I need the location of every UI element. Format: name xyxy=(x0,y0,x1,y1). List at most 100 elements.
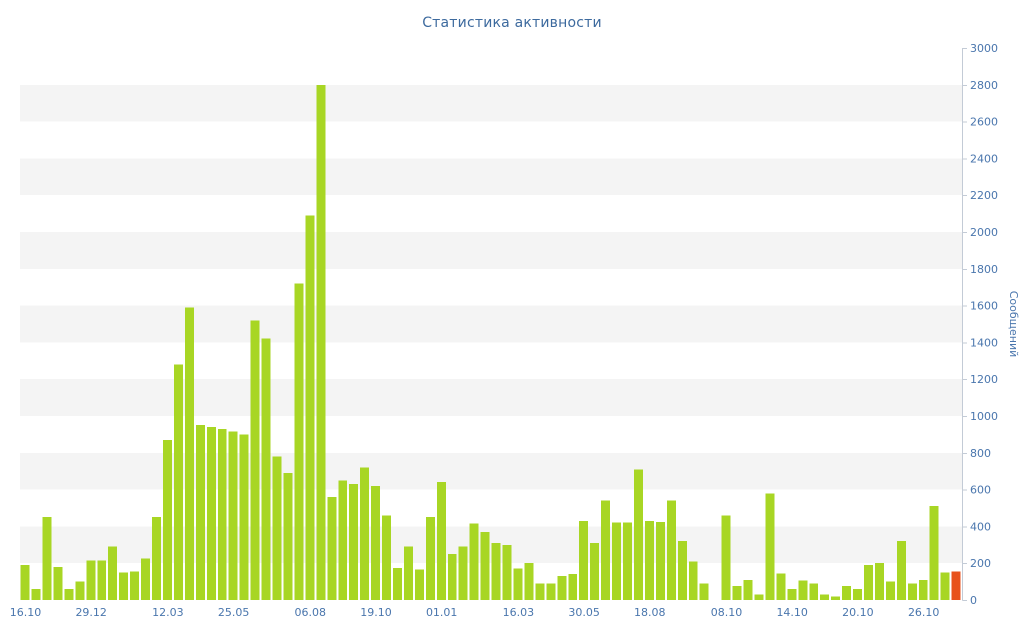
bar[interactable] xyxy=(338,480,348,600)
bar[interactable] xyxy=(754,594,764,600)
bar[interactable] xyxy=(666,500,676,600)
bar[interactable] xyxy=(853,588,863,600)
bar[interactable] xyxy=(152,517,161,600)
bar[interactable] xyxy=(798,580,808,600)
bar[interactable] xyxy=(195,425,205,600)
bar[interactable] xyxy=(239,434,249,600)
x-tick-label: 30.05 xyxy=(568,606,600,619)
bar[interactable] xyxy=(163,439,172,600)
bar[interactable] xyxy=(644,520,654,600)
bar[interactable] xyxy=(874,563,884,600)
bar[interactable] xyxy=(688,561,698,600)
bar[interactable] xyxy=(360,467,370,600)
y-tick-label: 2600 xyxy=(970,116,998,129)
bar[interactable] xyxy=(250,320,260,600)
bar[interactable] xyxy=(130,571,140,600)
grid-stripe xyxy=(20,526,962,564)
bar[interactable] xyxy=(907,583,917,600)
bar[interactable] xyxy=(918,579,928,600)
bar[interactable] xyxy=(53,566,63,600)
bar[interactable] xyxy=(206,427,216,600)
bar[interactable] xyxy=(469,523,479,600)
bar[interactable] xyxy=(173,364,183,600)
bar[interactable] xyxy=(228,431,238,600)
bar[interactable] xyxy=(64,588,74,600)
bar-current-period[interactable] xyxy=(951,571,961,600)
bar[interactable] xyxy=(743,579,753,600)
x-tick-label: 12.03 xyxy=(152,606,184,619)
bar[interactable] xyxy=(382,515,392,600)
bar[interactable] xyxy=(579,520,589,600)
bar[interactable] xyxy=(75,581,85,600)
bar[interactable] xyxy=(612,522,622,600)
bar[interactable] xyxy=(831,596,841,600)
bar[interactable] xyxy=(502,544,512,600)
x-tick-label: 19.10 xyxy=(360,606,392,619)
bar[interactable] xyxy=(601,500,611,600)
bar[interactable] xyxy=(699,583,709,600)
bar[interactable] xyxy=(590,542,600,600)
bar[interactable] xyxy=(776,573,786,600)
bar[interactable] xyxy=(655,521,665,600)
bar[interactable] xyxy=(261,338,271,600)
bar[interactable] xyxy=(820,594,830,600)
bar[interactable] xyxy=(349,484,359,600)
bar[interactable] xyxy=(141,558,151,600)
bar[interactable] xyxy=(108,546,118,600)
bar[interactable] xyxy=(184,307,194,600)
bar[interactable] xyxy=(86,560,96,600)
bar[interactable] xyxy=(371,485,381,600)
bar[interactable] xyxy=(458,546,468,600)
bar[interactable] xyxy=(513,568,523,600)
bar[interactable] xyxy=(929,506,939,600)
bar[interactable] xyxy=(732,586,742,600)
bar[interactable] xyxy=(283,473,293,600)
bar[interactable] xyxy=(119,572,129,600)
bar[interactable] xyxy=(97,560,107,600)
bar[interactable] xyxy=(809,583,819,600)
y-tick-label: 1800 xyxy=(970,263,998,276)
bar[interactable] xyxy=(568,574,578,600)
bar[interactable] xyxy=(447,554,457,600)
bar[interactable] xyxy=(20,565,30,600)
bar[interactable] xyxy=(557,576,567,600)
bar[interactable] xyxy=(31,588,41,600)
bar[interactable] xyxy=(414,569,424,600)
bar[interactable] xyxy=(535,583,545,600)
bar[interactable] xyxy=(393,567,402,600)
bar[interactable] xyxy=(491,542,501,600)
y-tick-label: 2800 xyxy=(970,79,998,92)
y-tick-label: 200 xyxy=(970,557,991,570)
bar[interactable] xyxy=(896,541,906,600)
y-tick-label: 1600 xyxy=(970,300,998,313)
bar[interactable] xyxy=(677,541,687,600)
bar[interactable] xyxy=(623,522,632,600)
bar[interactable] xyxy=(885,581,895,600)
bar[interactable] xyxy=(864,565,873,600)
bar[interactable] xyxy=(546,583,556,600)
bar[interactable] xyxy=(316,84,326,601)
bar[interactable] xyxy=(305,215,315,600)
y-tick-label: 1400 xyxy=(970,336,998,349)
grid-stripe xyxy=(20,232,962,269)
bar[interactable] xyxy=(294,283,304,600)
bar[interactable] xyxy=(842,586,852,600)
x-tick-label: 25.05 xyxy=(218,606,250,619)
bar[interactable] xyxy=(787,588,797,600)
bar[interactable] xyxy=(765,493,775,600)
bar[interactable] xyxy=(634,469,643,600)
bar[interactable] xyxy=(42,517,52,600)
bar[interactable] xyxy=(940,572,950,600)
bar[interactable] xyxy=(327,496,337,600)
bar[interactable] xyxy=(425,517,435,600)
bar[interactable] xyxy=(721,515,731,600)
bar[interactable] xyxy=(524,563,534,600)
grid-stripe xyxy=(20,379,962,416)
x-tick-label: 01.01 xyxy=(426,606,458,619)
bar[interactable] xyxy=(480,531,490,600)
bar[interactable] xyxy=(436,482,446,600)
y-tick-label: 3000 xyxy=(970,42,998,55)
bar[interactable] xyxy=(217,428,227,600)
bar[interactable] xyxy=(272,456,282,600)
bar[interactable] xyxy=(403,546,413,600)
